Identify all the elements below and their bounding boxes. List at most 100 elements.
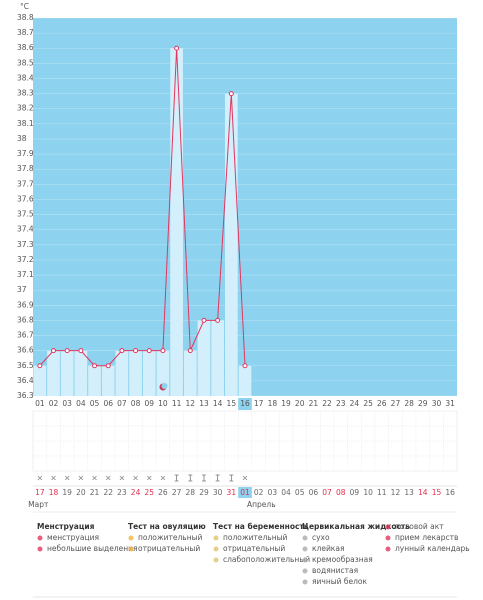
legend-item: сухо [312,533,330,542]
date-label: 14 [418,488,428,497]
legend-icon [302,546,308,552]
date-label: 15 [432,488,442,497]
legend-icon [302,579,308,585]
y-tick-label: 38.3 [17,89,34,98]
bar [115,350,129,396]
x-tick-label: 13 [199,399,209,408]
x-tick-label: 23 [336,399,346,408]
y-tick-label: 37.1 [17,270,34,279]
legend-icon [128,546,134,552]
fluid-dry [51,475,56,481]
y-tick-label: 38 [17,134,27,143]
y-tick-label: 38.6 [17,43,34,52]
date-label: 03 [268,488,278,497]
date-label: 02 [254,488,264,497]
x-tick-label: 08 [131,399,141,408]
legend-item: положительный [138,533,203,542]
x-tick-label: 30 [432,399,442,408]
x-tick-label: 10 [158,399,168,408]
legend-icon [37,546,43,552]
x-tick-label: 17 [254,399,264,408]
legend-icon [385,524,391,530]
date-label: 11 [377,488,387,497]
date-label: 29 [199,488,209,497]
y-tick-label: 37.8 [17,164,34,173]
temperature-point [242,363,248,369]
y-tick-label: 37.4 [17,225,34,234]
x-tick-label: 18 [268,399,278,408]
legend-icon [37,535,43,541]
x-tick-label: 06 [103,399,113,408]
bar [33,365,47,396]
date-label: 31 [227,488,237,497]
temperature-point [160,348,166,354]
date-label: 25 [144,488,154,497]
temperature-point [187,348,193,354]
date-label: 16 [445,488,455,497]
date-label: 17 [35,488,45,497]
y-tick-label: 37.9 [17,149,34,158]
date-label: 20 [76,488,86,497]
legend-item: лунный календарь [395,544,470,553]
temperature-point [133,348,139,354]
y-tick-label: 37 [17,285,27,294]
temperature-point [92,363,98,369]
legend-item: слабоположительный [223,555,310,564]
x-tick-label: 03 [62,399,72,408]
plot-background [33,18,457,396]
x-tick-label: 12 [186,399,196,408]
fluid-sticky [188,474,193,482]
legend-icon [302,557,308,563]
date-label: 09 [350,488,360,497]
temperature-line [39,48,246,367]
month-label: Апрель [247,500,276,509]
bar [224,93,238,396]
x-tick-label: 14 [213,399,223,408]
date-label: 01 [240,488,250,497]
fluid-dry [160,475,166,481]
fluid-sticky [229,474,234,482]
date-label: 18 [49,488,59,497]
x-tick-label: 22 [322,399,332,408]
x-tick-label: 31 [445,399,455,408]
x-tick-label: 29 [418,399,428,408]
x-tick-label: 24 [350,399,360,408]
y-tick-label: 38.1 [17,119,34,128]
date-label: 21 [90,488,100,497]
date-label: 13 [404,488,414,497]
legend-item: положительный [223,533,288,542]
temperature-point [119,348,125,354]
date-label: 10 [363,488,373,497]
temperature-point [78,348,84,354]
temperature-point [174,45,180,51]
date-label: 05 [295,488,305,497]
bar [60,350,74,396]
x-tick-label: 25 [363,399,373,408]
temperature-point [228,91,234,97]
temperature-point [105,363,111,369]
date-label: 08 [336,488,346,497]
fluid-dry [133,475,138,481]
y-tick-label: 38.5 [17,58,34,67]
legend-icon [213,535,219,541]
legend-heading: Менструация [37,522,95,531]
y-tick-label: 36.9 [17,300,34,309]
date-label: 22 [103,488,113,497]
legend-item: менструация [47,533,99,542]
fluid-dry [92,475,97,481]
y-tick-label: 36.3 [17,391,34,400]
legend-heading: Цервикальная жидкость [302,522,410,531]
legend-heading: Тест на беременность [213,522,309,531]
temperature-point [51,348,57,354]
y-tick-label: 36.6 [17,346,34,355]
y-tick-label: 37.3 [17,240,34,249]
x-tick-label: 11 [172,399,182,408]
bar [101,365,115,396]
fluid-dry [146,475,152,481]
selected-date [238,487,252,498]
date-label: 04 [281,488,291,497]
temperature-point [201,317,207,323]
fluid-sticky [215,474,220,482]
y-tick-label: 38.2 [17,104,34,113]
